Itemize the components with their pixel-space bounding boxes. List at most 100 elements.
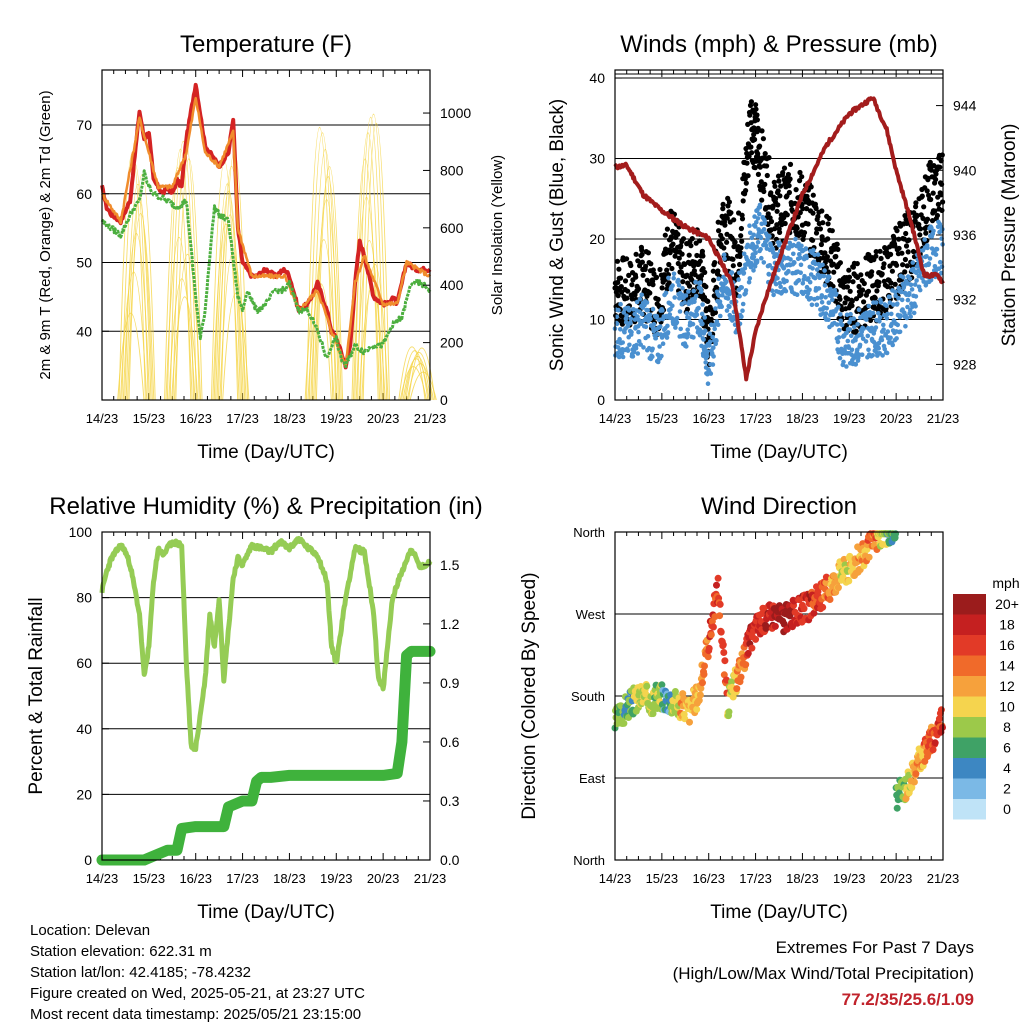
wind-point (751, 268, 756, 273)
gust-point (801, 230, 808, 236)
y-tick-label: 10 (589, 312, 605, 328)
wind-point (650, 346, 655, 352)
wind-point (885, 311, 890, 317)
gust-point (873, 253, 879, 259)
gust-point (939, 152, 945, 158)
wind-point (781, 266, 787, 271)
wind-point (903, 324, 908, 329)
y2-tick-label: 800 (440, 162, 464, 178)
wind-point (741, 270, 747, 276)
gust-point (797, 178, 803, 184)
gust-point (745, 173, 751, 179)
insolation-line (171, 296, 199, 401)
wind-point (737, 293, 742, 299)
colorbar-swatch (953, 635, 986, 656)
wind-point (812, 275, 818, 281)
location-text: Location: Delevan (30, 922, 151, 939)
y-tick-label: North (573, 853, 605, 868)
wind-point (814, 302, 820, 308)
y-tick-label: 60 (76, 186, 92, 202)
wind-point (770, 246, 776, 252)
gust-point (764, 163, 770, 169)
wind-point (934, 246, 940, 252)
y2-tick-label: 200 (440, 335, 464, 351)
wind-point (668, 306, 673, 312)
wind-point (659, 353, 664, 359)
wind-point (925, 245, 930, 251)
gust-point (686, 252, 692, 258)
wind-point (634, 299, 640, 305)
wind-point (713, 306, 718, 311)
wind-point (884, 303, 889, 309)
y-tick-label: 60 (76, 655, 92, 671)
wind-point (857, 342, 863, 348)
gust-point (680, 279, 686, 285)
gust-point (715, 268, 721, 274)
gust-point (754, 112, 760, 118)
direction-point (717, 628, 725, 636)
wind-point (636, 329, 641, 335)
wind-point (855, 322, 860, 327)
gust-point (829, 228, 835, 234)
x-tick-label: 17/23 (739, 411, 772, 426)
wind-point (718, 313, 723, 319)
direction-point (905, 771, 913, 779)
wind-point (859, 332, 864, 338)
wind-point (849, 347, 855, 353)
wind-point (848, 311, 853, 317)
gust-point (858, 291, 864, 298)
extremes-value: 77.2/35/25.6/1.09 (841, 990, 974, 1009)
extremes-subtitle: (High/Low/Max Wind/Total Precipitation) (672, 964, 974, 983)
wind-point (814, 267, 820, 272)
wind-point (859, 352, 865, 358)
wind-point (837, 355, 843, 361)
gust-point (825, 269, 832, 275)
gust-point (618, 275, 624, 281)
wind-point (777, 280, 783, 286)
plot-frame (101, 69, 431, 401)
wind-point (698, 280, 703, 285)
gust-point (776, 178, 782, 184)
panel-title: Relative Humidity (%) & Precipitation (i… (49, 493, 482, 520)
wind-point (707, 343, 712, 348)
gust-point (917, 226, 924, 232)
gust-point (780, 170, 786, 176)
wind-point (694, 312, 700, 318)
gust-point (728, 210, 734, 216)
gust-point (751, 131, 757, 138)
gust-point (873, 249, 879, 255)
wind-point (699, 343, 704, 349)
wind-point (716, 293, 722, 298)
direction-point (937, 706, 945, 714)
gust-point (817, 226, 824, 232)
gust-point (861, 280, 867, 287)
wind-point (702, 315, 707, 320)
y2-tick-label: 400 (440, 277, 464, 293)
gust-point (781, 165, 788, 171)
gust-point (670, 241, 676, 247)
colorbar-label: 12 (999, 678, 1015, 694)
wind-point (826, 274, 832, 280)
gust-point (905, 249, 911, 255)
wind-point (786, 268, 791, 274)
gust-point (766, 155, 772, 161)
gust-point (739, 238, 745, 244)
x-tick-label: 20/23 (367, 411, 400, 426)
insolation-line (403, 355, 432, 401)
x-tick-label: 18/23 (786, 871, 819, 886)
x-axis-label: Time (Day/UTC) (197, 442, 335, 463)
gust-point (833, 253, 839, 260)
wind-point (631, 349, 637, 355)
x-tick-label: 21/23 (927, 871, 960, 886)
gust-point (800, 206, 806, 212)
gust-point (865, 288, 872, 294)
wind-point (683, 293, 689, 298)
insolation-line (307, 283, 335, 401)
wind-point (650, 306, 656, 312)
wind-point (680, 285, 685, 291)
wind-point (863, 339, 869, 344)
gust-point (720, 201, 726, 207)
gust-point (655, 296, 661, 302)
wind-point (710, 362, 716, 367)
pressure-line (613, 96, 945, 382)
